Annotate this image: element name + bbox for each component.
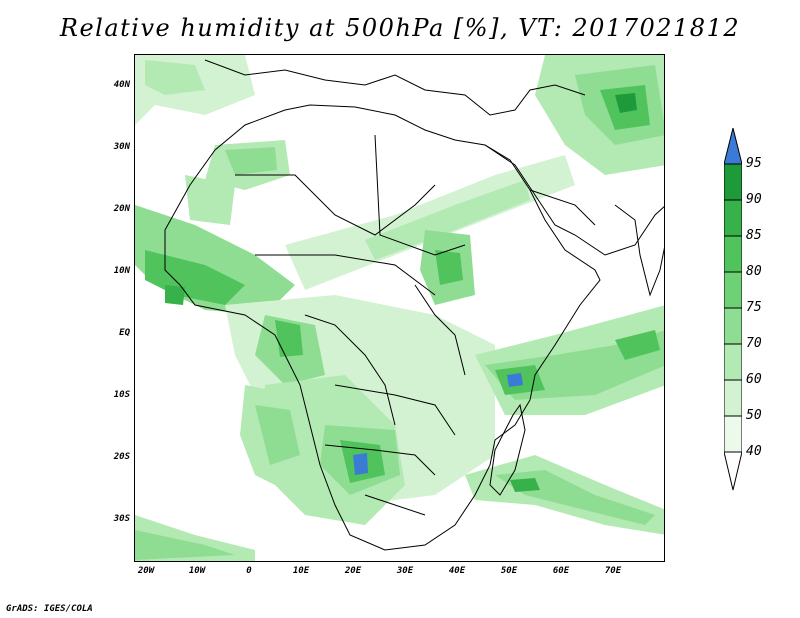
lon-label-10e: 10E (292, 566, 310, 576)
colorbar-bin-50-60 (724, 379, 742, 417)
lon-label-20e: 20E (344, 566, 362, 576)
colorbar-label-60: 60 (746, 372, 762, 387)
colorbar-label-70: 70 (746, 336, 762, 351)
colorbar-bin-60-70 (724, 343, 742, 381)
colorbar-bin-80-85 (724, 235, 742, 273)
colorbar-label-75: 75 (746, 300, 762, 315)
colorbar-bin-90-95 (724, 163, 742, 201)
lat-label-30n: 30N (113, 142, 130, 152)
lat-label-eq: EQ (119, 328, 130, 338)
colorbar-label-90: 90 (746, 192, 762, 207)
colorbar-label-95: 95 (746, 156, 762, 171)
lon-label-50e: 50E (500, 566, 518, 576)
lat-label-10n: 10N (113, 266, 130, 276)
lon-label-0: 0 (246, 566, 252, 576)
lon-label-30e: 30E (396, 566, 414, 576)
coastlines (164, 59, 664, 551)
lon-label-70e: 70E (604, 566, 622, 576)
colorbar-bin-75-80 (724, 271, 742, 309)
lon-label-40e: 40E (448, 566, 466, 576)
colorbar-bin-40-50 (724, 415, 742, 453)
lon-label-60e: 60E (552, 566, 570, 576)
lon-label-20w: 20W (137, 566, 155, 576)
humidity-shading (135, 55, 664, 561)
lat-label-10s: 10S (113, 390, 130, 400)
colorbar-bin-85-90 (724, 199, 742, 237)
lat-label-20s: 20S (113, 452, 130, 462)
colorbar-bin-70-75 (724, 307, 742, 345)
colorbar-bottom-arrow (724, 451, 742, 491)
colorbar-label-50: 50 (746, 408, 762, 423)
map-panel (134, 54, 665, 562)
colorbar-label-80: 80 (746, 264, 762, 279)
lat-label-30s: 30S (113, 514, 130, 524)
colorbar-label-85: 85 (746, 228, 762, 243)
lon-label-10w: 10W (188, 566, 206, 576)
lat-label-20n: 20N (113, 204, 130, 214)
colorbar-top-arrow (724, 128, 742, 165)
map-title: Relative humidity at 500hPa [%], VT: 201… (59, 14, 741, 42)
credit-label: GrADS: IGES/COLA (6, 604, 93, 614)
colorbar (724, 128, 742, 491)
colorbar-label-40: 40 (746, 444, 762, 459)
humidity-map (135, 55, 664, 561)
lat-label-40n: 40N (113, 80, 130, 90)
